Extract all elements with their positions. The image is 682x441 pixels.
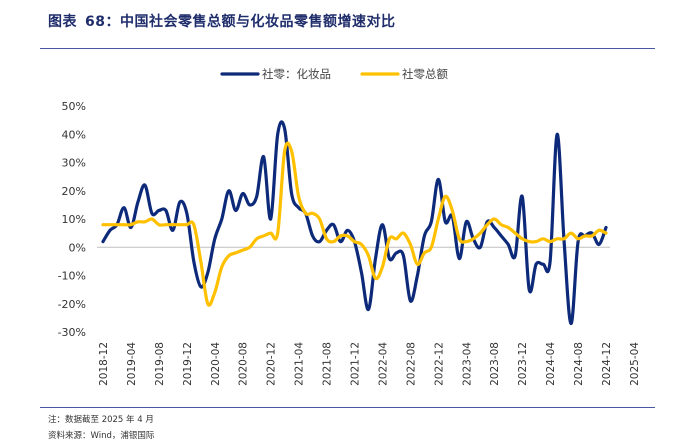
x-axis: 2018-12 2019-04 2019-08 2019-12 2020-04 2020-… <box>98 342 641 386</box>
y-tick-label: 10% <box>62 213 86 226</box>
plot-area <box>101 120 608 326</box>
footnote: 注：数据截至 2025 年 4 月 <box>48 415 154 425</box>
x-tick-label: 2020-12 <box>266 342 278 386</box>
x-tick-label: 2022-12 <box>433 342 445 386</box>
figure-title: 图表 68：中国社会零售总额与化妆品零售额增速对比 <box>48 11 395 31</box>
figure-number: 68： <box>85 14 120 30</box>
legend: 社零：化妆品 社零总额 <box>220 67 448 81</box>
y-tick-label: 20% <box>62 185 86 198</box>
x-tick-label: 2023-12 <box>517 342 529 386</box>
figure-label: 图表 <box>48 14 77 30</box>
x-tick-label: 2021-08 <box>322 342 334 386</box>
x-tick-label: 2020-08 <box>238 342 250 386</box>
x-tick-label: 2022-08 <box>405 342 417 386</box>
y-tick-label: -20% <box>58 298 86 311</box>
y-tick-label: -30% <box>58 326 86 339</box>
series-line-cosmetics <box>101 120 608 326</box>
x-tick-label: 2019-12 <box>182 342 194 386</box>
bottom-rule <box>40 407 655 408</box>
y-tick-label: 40% <box>62 128 86 141</box>
x-tick-label: 2023-08 <box>489 342 501 386</box>
x-tick-label: 2022-04 <box>377 342 389 386</box>
x-tick-label: 2021-04 <box>294 342 306 386</box>
x-tick-label: 2020-04 <box>210 342 222 386</box>
x-tick-label: 2019-08 <box>154 342 166 386</box>
series-line-retail-total <box>101 141 608 307</box>
x-tick-label: 2019-04 <box>126 342 138 386</box>
source-note: 资料来源：Wind，浦银国际 <box>48 431 155 441</box>
y-tick-label: 50% <box>62 100 86 113</box>
legend-item-cosmetics: 社零：化妆品 <box>262 67 331 81</box>
y-tick-label: -10% <box>58 270 86 283</box>
x-tick-label: 2023-04 <box>461 342 473 386</box>
x-tick-label: 2024-08 <box>573 342 585 386</box>
y-tick-label: 30% <box>62 157 86 170</box>
x-tick-label: 2025-04 <box>629 342 641 386</box>
figure-title-text: 中国社会零售总额与化妆品零售额增速对比 <box>119 14 396 30</box>
y-tick-label: 0% <box>69 241 86 254</box>
x-tick-label: 2021-12 <box>350 342 362 386</box>
x-tick-label: 2024-04 <box>545 342 557 386</box>
x-tick-label: 2018-12 <box>98 342 110 386</box>
legend-item-retail-total: 社零总额 <box>402 67 448 81</box>
y-axis: 50% 40% 30% 20% 10% 0% -10% -20% -30% <box>58 100 86 339</box>
x-tick-label: 2024-12 <box>601 342 613 386</box>
top-rule <box>40 48 655 49</box>
